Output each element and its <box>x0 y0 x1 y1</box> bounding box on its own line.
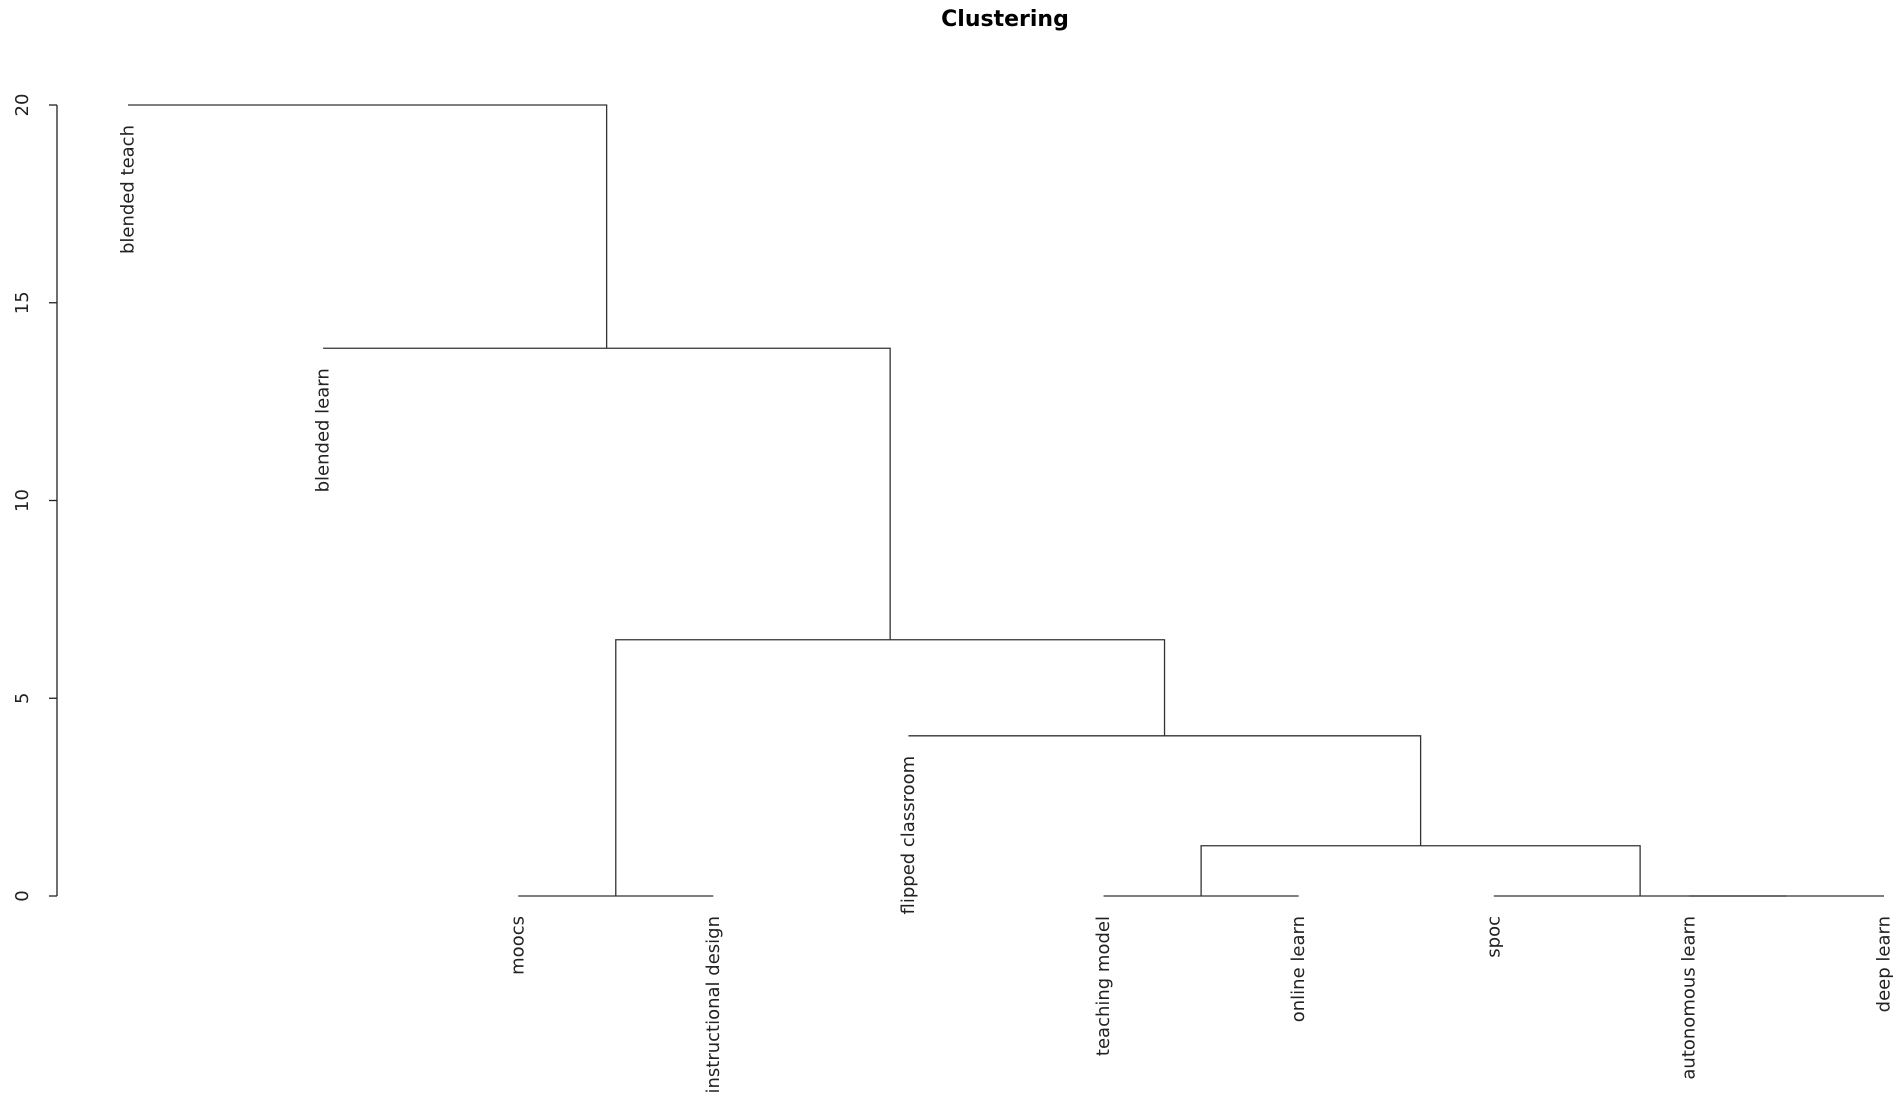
leaf-label-spoc: spoc <box>1483 916 1504 958</box>
y-tick-label: 5 <box>12 693 33 704</box>
dendrogram-link <box>1200 845 1641 896</box>
leaf-label-moocs: moocs <box>508 916 529 975</box>
y-tick-label: 10 <box>12 489 33 512</box>
dendrogram-link <box>128 104 608 349</box>
dendrogram-links <box>128 104 1884 897</box>
y-tick-label: 15 <box>12 291 33 314</box>
leaf-labels: blended teach blended learn moocs instructi… <box>118 125 1895 1094</box>
leaf-label-deep-learn: deep learn <box>1874 916 1895 1012</box>
y-tick-label: 0 <box>12 890 33 901</box>
leaf-label-instructional-design: instructional design <box>703 916 724 1094</box>
leaf-label-blended-teach: blended teach <box>118 125 139 254</box>
leaf-label-online-learn: online learn <box>1288 916 1309 1022</box>
y-axis: 0 5 10 15 20 <box>12 94 58 902</box>
dendrogram-link <box>615 639 1166 896</box>
dendrogram-link <box>323 347 891 640</box>
y-tick-label: 20 <box>12 94 33 117</box>
leaf-label-flipped-classroom: flipped classroom <box>898 756 919 915</box>
leaf-label-teaching-model: teaching model <box>1093 916 1114 1056</box>
chart-title: Clustering <box>941 7 1069 32</box>
leaf-label-blended-learn: blended learn <box>313 368 334 492</box>
dendrogram-link <box>908 735 1422 846</box>
leaf-label-autonomous-learn: autonomous learn <box>1678 916 1699 1080</box>
